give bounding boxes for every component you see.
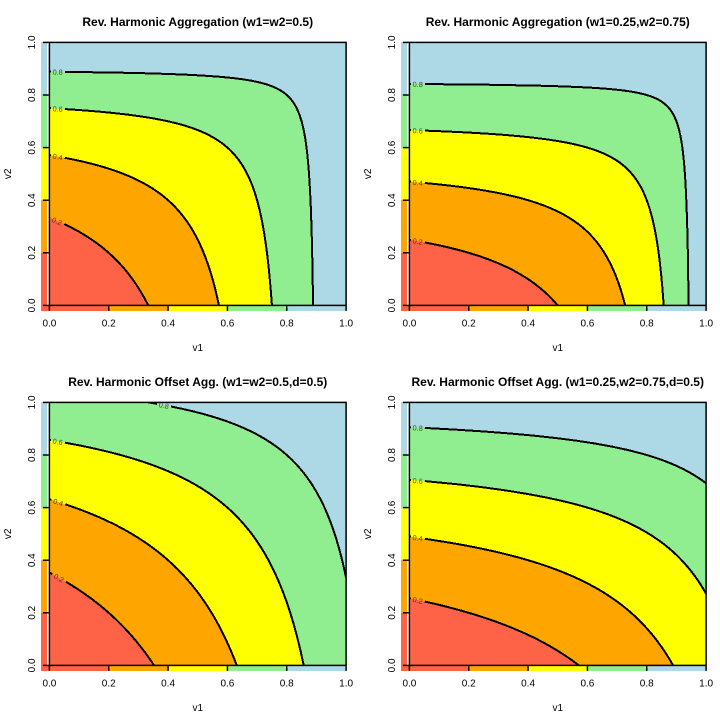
- svg-text:0.0: 0.0: [387, 658, 398, 672]
- svg-text:0.6: 0.6: [412, 476, 423, 486]
- svg-text:0.2: 0.2: [27, 605, 38, 619]
- svg-text:0.6: 0.6: [580, 678, 594, 689]
- svg-text:v2: v2: [3, 168, 14, 179]
- svg-text:0.8: 0.8: [387, 448, 398, 462]
- svg-text:0.2: 0.2: [102, 678, 116, 689]
- svg-text:1.0: 1.0: [339, 318, 353, 329]
- svg-text:0.4: 0.4: [521, 318, 535, 329]
- svg-text:0.4: 0.4: [412, 533, 423, 543]
- svg-text:0.0: 0.0: [42, 678, 56, 689]
- svg-text:0.2: 0.2: [387, 605, 398, 619]
- svg-text:0.4: 0.4: [27, 193, 38, 207]
- svg-text:0.4: 0.4: [521, 678, 535, 689]
- svg-text:0.2: 0.2: [52, 572, 65, 585]
- svg-text:0.8: 0.8: [53, 68, 63, 77]
- svg-text:0.6: 0.6: [220, 678, 234, 689]
- svg-text:1.0: 1.0: [699, 318, 713, 329]
- svg-text:v1: v1: [552, 703, 563, 714]
- svg-text:0.4: 0.4: [52, 152, 64, 163]
- svg-text:0.8: 0.8: [387, 88, 398, 102]
- svg-text:Rev. Harmonic Aggregation (w1=: Rev. Harmonic Aggregation (w1=w2=0.5): [82, 15, 313, 29]
- svg-text:0.8: 0.8: [280, 318, 294, 329]
- svg-text:Rev. Harmonic Offset Agg. (w1=: Rev. Harmonic Offset Agg. (w1=0.25,w2=0.…: [412, 375, 704, 389]
- svg-text:1.0: 1.0: [387, 395, 398, 409]
- svg-text:0.8: 0.8: [412, 423, 423, 432]
- svg-text:0.6: 0.6: [52, 104, 63, 114]
- svg-text:v2: v2: [363, 528, 374, 539]
- svg-text:0.2: 0.2: [50, 215, 63, 227]
- svg-text:0.2: 0.2: [27, 245, 38, 259]
- svg-text:0.4: 0.4: [27, 553, 38, 567]
- svg-text:v2: v2: [3, 528, 14, 539]
- svg-text:0.6: 0.6: [220, 318, 234, 329]
- svg-text:0.6: 0.6: [387, 140, 398, 154]
- svg-text:0.8: 0.8: [640, 318, 654, 329]
- svg-text:0.8: 0.8: [280, 678, 294, 689]
- svg-text:1.0: 1.0: [387, 35, 398, 49]
- svg-text:0.6: 0.6: [387, 500, 398, 514]
- svg-text:0.8: 0.8: [640, 678, 654, 689]
- svg-text:0.8: 0.8: [27, 448, 38, 462]
- svg-text:0.4: 0.4: [161, 318, 175, 329]
- svg-text:0.2: 0.2: [412, 236, 424, 247]
- svg-text:0.6: 0.6: [27, 500, 38, 514]
- svg-text:0.2: 0.2: [102, 318, 116, 329]
- svg-text:0.0: 0.0: [387, 298, 398, 312]
- svg-text:0.2: 0.2: [462, 678, 476, 689]
- svg-text:1.0: 1.0: [27, 35, 38, 49]
- svg-text:1.0: 1.0: [339, 678, 353, 689]
- svg-text:0.4: 0.4: [387, 193, 398, 207]
- svg-text:0.2: 0.2: [387, 245, 398, 259]
- svg-text:0.6: 0.6: [580, 318, 594, 329]
- svg-text:0.4: 0.4: [161, 678, 175, 689]
- svg-text:0.2: 0.2: [462, 318, 476, 329]
- svg-text:0.0: 0.0: [402, 318, 416, 329]
- svg-text:0.4: 0.4: [412, 178, 423, 188]
- svg-text:0.0: 0.0: [42, 318, 56, 329]
- svg-text:0.0: 0.0: [27, 298, 38, 312]
- svg-text:Rev. Harmonic Offset Agg. (w1=: Rev. Harmonic Offset Agg. (w1=w2=0.5,d=0…: [68, 375, 327, 389]
- svg-text:0.4: 0.4: [52, 497, 64, 509]
- svg-text:0.8: 0.8: [413, 80, 423, 89]
- svg-text:1.0: 1.0: [27, 395, 38, 409]
- svg-text:v2: v2: [363, 168, 374, 179]
- svg-text:0.0: 0.0: [27, 658, 38, 672]
- svg-text:v1: v1: [552, 343, 563, 354]
- svg-text:0.4: 0.4: [387, 553, 398, 567]
- svg-text:0.0: 0.0: [402, 678, 416, 689]
- svg-text:0.6: 0.6: [412, 126, 422, 135]
- svg-text:0.8: 0.8: [158, 400, 170, 411]
- svg-text:1.0: 1.0: [699, 678, 713, 689]
- svg-text:Rev. Harmonic Aggregation (w1=: Rev. Harmonic Aggregation (w1=0.25,w2=0.…: [426, 15, 690, 29]
- svg-text:v1: v1: [192, 343, 203, 354]
- svg-text:v1: v1: [192, 703, 203, 714]
- svg-text:0.6: 0.6: [52, 437, 64, 448]
- svg-text:0.6: 0.6: [27, 140, 38, 154]
- svg-text:0.8: 0.8: [27, 88, 38, 102]
- svg-text:0.2: 0.2: [412, 595, 424, 606]
